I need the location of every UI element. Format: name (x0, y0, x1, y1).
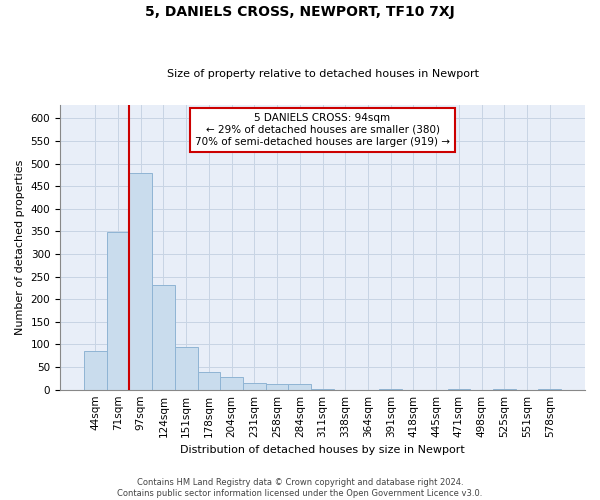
Y-axis label: Number of detached properties: Number of detached properties (15, 160, 25, 335)
Bar (197, 372, 220, 390)
Text: Contains HM Land Registry data © Crown copyright and database right 2024.
Contai: Contains HM Land Registry data © Crown c… (118, 478, 482, 498)
Bar (289, 384, 311, 390)
Bar (493, 389, 515, 390)
Text: 5 DANIELS CROSS: 94sqm
← 29% of detached houses are smaller (380)
70% of semi-de: 5 DANIELS CROSS: 94sqm ← 29% of detached… (195, 114, 450, 146)
Bar (107, 232, 130, 390)
Bar (266, 384, 289, 390)
Text: 5, DANIELS CROSS, NEWPORT, TF10 7XJ: 5, DANIELS CROSS, NEWPORT, TF10 7XJ (145, 5, 455, 19)
Bar (84, 351, 107, 390)
Bar (220, 377, 243, 390)
Bar (152, 285, 175, 390)
Bar (243, 384, 266, 390)
Bar (311, 389, 334, 390)
Bar (175, 346, 197, 390)
Title: Size of property relative to detached houses in Newport: Size of property relative to detached ho… (167, 69, 479, 79)
X-axis label: Distribution of detached houses by size in Newport: Distribution of detached houses by size … (180, 445, 465, 455)
Bar (130, 172, 152, 390)
